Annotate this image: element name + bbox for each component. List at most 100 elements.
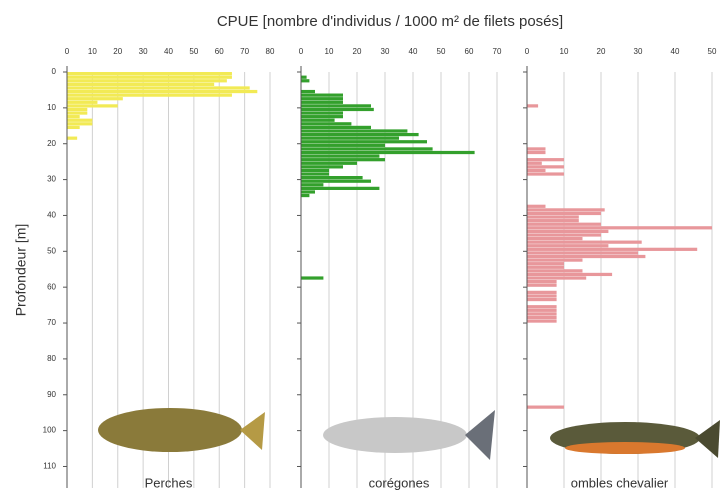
x-tick-label: 70 [493, 47, 502, 56]
bar [67, 89, 258, 94]
x-tick-label: 30 [139, 47, 148, 56]
bar [527, 258, 583, 262]
bar [67, 82, 215, 86]
y-tick-label: 90 [47, 390, 56, 399]
bar [301, 176, 363, 180]
bar [527, 272, 613, 277]
bar [67, 115, 80, 119]
bar [527, 280, 557, 284]
bar [301, 104, 371, 108]
bar [527, 147, 546, 151]
bar [527, 240, 642, 244]
x-tick-label: 20 [597, 47, 606, 56]
bar [527, 168, 546, 173]
bar [301, 161, 357, 165]
bar [527, 150, 546, 155]
bar [527, 236, 583, 241]
bar [527, 158, 564, 162]
y-tick-label: 0 [52, 67, 57, 76]
bar [527, 229, 609, 234]
x-tick-label: 70 [240, 47, 249, 56]
bar [301, 190, 315, 194]
bar [301, 79, 310, 83]
bar [301, 183, 324, 187]
x-tick-label: 0 [65, 47, 70, 56]
bar [527, 165, 564, 169]
bar [301, 107, 374, 112]
x-tick-label: 80 [266, 47, 275, 56]
bar [527, 265, 564, 269]
bar [301, 179, 371, 183]
bar [301, 165, 343, 169]
bar [67, 72, 232, 76]
whitefish-tail [465, 410, 495, 460]
bar [527, 290, 557, 294]
series-label: Perches [145, 475, 193, 490]
bar [301, 158, 385, 162]
x-tick-label: 30 [381, 47, 390, 56]
bar [527, 104, 539, 108]
bar [67, 136, 78, 140]
x-tick-label: 40 [409, 47, 418, 56]
y-tick-label: 100 [43, 426, 57, 435]
bar [67, 118, 93, 122]
bar [301, 140, 427, 144]
bar [301, 193, 310, 198]
bar [67, 79, 227, 83]
x-tick-label: 40 [164, 47, 173, 56]
y-tick-label: 50 [47, 246, 56, 255]
bar [527, 211, 601, 216]
bar [67, 107, 88, 112]
bar [301, 89, 315, 94]
bar [67, 97, 123, 101]
bar [301, 172, 329, 176]
series-label: corégones [369, 475, 430, 490]
bar [301, 132, 419, 137]
y-tick-label: 20 [47, 139, 56, 148]
x-tick-label: 10 [88, 47, 97, 56]
bar [527, 244, 609, 248]
bar [301, 97, 343, 101]
char-belly [565, 442, 685, 454]
bar [527, 247, 698, 251]
bar [527, 269, 583, 273]
x-tick-label: 0 [299, 47, 304, 56]
y-tick-label: 40 [47, 211, 56, 220]
x-tick-label: 20 [113, 47, 122, 56]
bar [527, 312, 557, 316]
bar [527, 251, 638, 255]
bar [301, 111, 343, 115]
bar [301, 115, 343, 119]
whitefish-fish [323, 417, 467, 453]
bar [527, 305, 557, 309]
y-axis-label: Profondeur [m] [13, 224, 29, 317]
bar [301, 125, 371, 130]
bar [527, 208, 605, 212]
bar [301, 147, 433, 151]
bar [301, 129, 408, 133]
bar [67, 86, 250, 90]
bar [527, 254, 646, 259]
bar [301, 136, 399, 140]
bar [527, 172, 564, 176]
bar [67, 111, 88, 115]
bar [527, 215, 579, 219]
bar [527, 233, 601, 237]
y-tick-label: 60 [47, 282, 56, 291]
bar [301, 150, 475, 155]
chart-title: CPUE [nombre d'individus / 1000 m² de fi… [217, 13, 563, 30]
bar [67, 104, 118, 108]
series-label: ombles chevalier [571, 475, 669, 490]
x-tick-label: 60 [465, 47, 474, 56]
x-tick-label: 20 [353, 47, 362, 56]
x-tick-label: 50 [437, 47, 446, 56]
y-tick-label: 110 [43, 462, 56, 471]
bar [67, 93, 232, 97]
bar [301, 143, 385, 147]
bar [301, 154, 380, 158]
x-tick-label: 50 [708, 47, 717, 56]
bar [67, 100, 98, 104]
bar [527, 308, 557, 312]
bar [527, 315, 557, 320]
